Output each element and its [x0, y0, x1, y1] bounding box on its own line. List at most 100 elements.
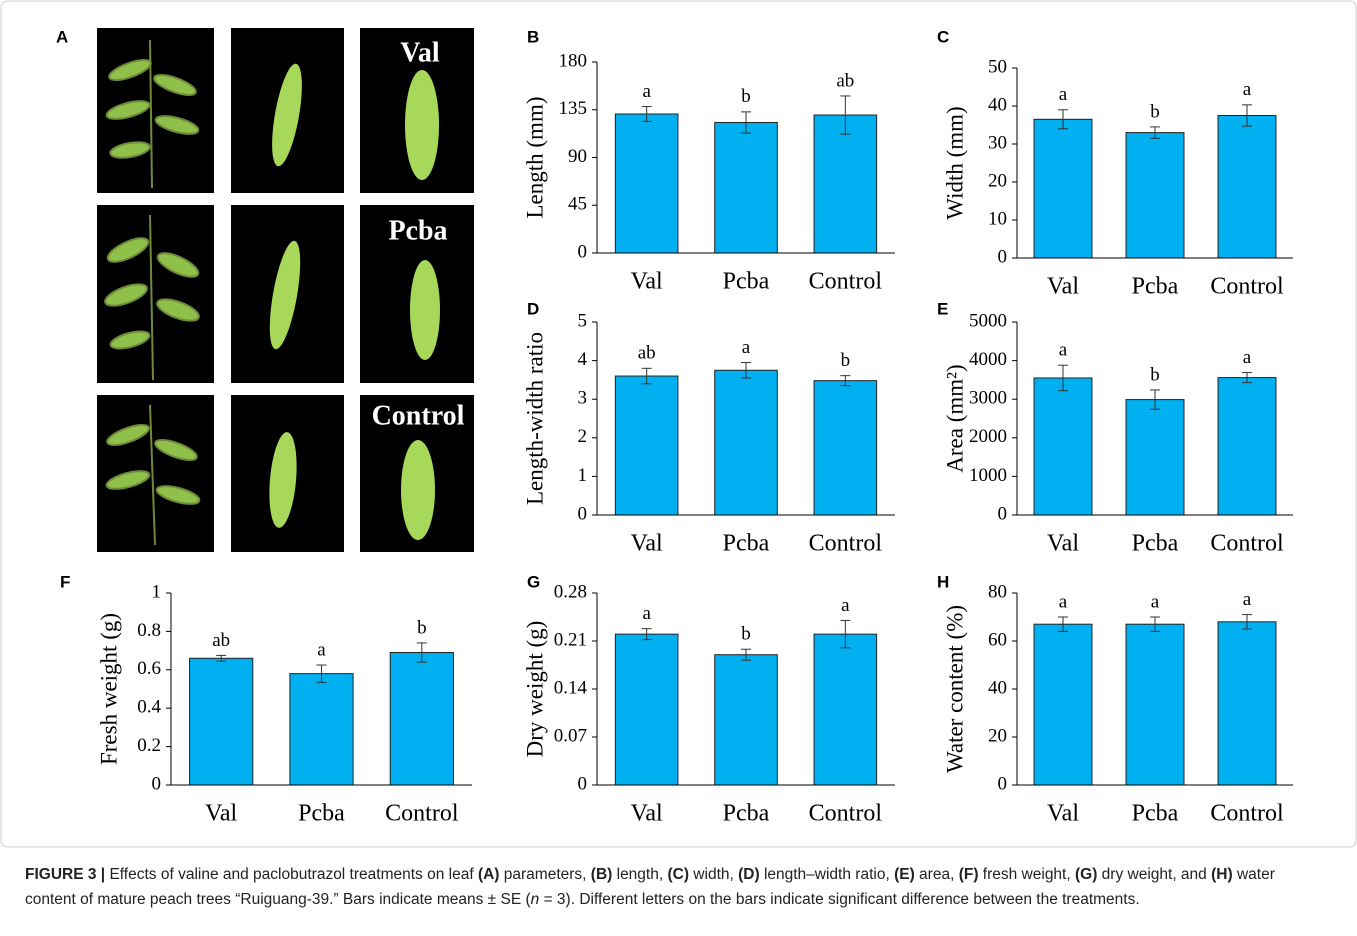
significance-letter: a — [1243, 589, 1252, 610]
significance-letter: a — [1059, 84, 1068, 105]
caption-run: n — [530, 891, 540, 908]
x-tick-label: Val — [205, 801, 237, 827]
y-tick-label: 5000 — [969, 310, 1007, 331]
bar — [1033, 623, 1093, 786]
x-tick-label: Pcba — [723, 801, 770, 827]
significance-letter: a — [642, 81, 651, 102]
y-tick-label: 4000 — [969, 349, 1007, 370]
significance-letter: ab — [638, 343, 656, 364]
caption-run: dry weight, and — [1097, 866, 1212, 883]
y-tick-label: 0 — [152, 773, 162, 794]
y-tick-label: 30 — [988, 132, 1007, 153]
panel-label: F — [60, 572, 70, 591]
significance-letter: a — [317, 639, 326, 660]
x-tick-label: Val — [631, 531, 663, 557]
caption-run: (A) — [477, 866, 500, 883]
y-tick-label: 0.8 — [137, 620, 161, 641]
photo-grid — [97, 28, 474, 552]
caption-run: parameters, — [499, 866, 591, 883]
bar — [813, 633, 878, 786]
caption-run: length, — [612, 866, 668, 883]
caption-run: (H) — [1211, 866, 1233, 883]
bar — [189, 657, 254, 786]
y-tick-label: 180 — [559, 50, 588, 71]
caption-run: (C) — [667, 866, 689, 883]
x-tick-label: Control — [385, 801, 459, 827]
y-tick-label: 135 — [559, 98, 588, 119]
bar — [289, 673, 354, 786]
bar — [614, 375, 679, 516]
y-tick-label: 0.07 — [554, 725, 587, 746]
caption-run: (B) — [590, 866, 613, 883]
bar — [714, 654, 778, 786]
x-tick-label: Val — [1047, 801, 1079, 827]
panel-label: A — [56, 27, 68, 46]
x-tick-label: Pcba — [723, 531, 770, 557]
y-tick-label: 1000 — [969, 465, 1007, 486]
y-tick-label: 50 — [988, 56, 1007, 77]
y-tick-label: 0 — [998, 773, 1008, 794]
y-axis-label: Fresh weight (g) — [96, 613, 121, 765]
y-tick-label: 0.14 — [554, 677, 588, 698]
panel-label: D — [527, 299, 539, 318]
y-tick-label: 80 — [988, 581, 1007, 602]
y-tick-label: 2000 — [969, 426, 1007, 447]
treatment-label: Control — [372, 400, 465, 431]
significance-letter: b — [841, 350, 851, 371]
x-tick-label: Val — [631, 269, 663, 295]
panel-label: H — [937, 572, 949, 591]
y-tick-label: 5 — [578, 310, 588, 331]
bar — [614, 633, 679, 786]
y-tick-label: 0.6 — [137, 658, 161, 679]
panel-label: C — [937, 27, 949, 46]
x-tick-label: Val — [1047, 531, 1079, 557]
caption-run: = 3). Different letters on the bars indi… — [539, 891, 1140, 908]
caption-run: (E) — [894, 866, 915, 883]
caption-run: width, — [689, 866, 739, 883]
figure: A — [0, 0, 1357, 848]
y-axis-label: Water content (%) — [942, 605, 967, 773]
bar — [1217, 621, 1277, 786]
caption-run: Effects of valine and paclobutrazol trea… — [105, 866, 478, 883]
y-tick-label: 20 — [988, 725, 1007, 746]
x-tick-label: Pcba — [298, 801, 345, 827]
y-tick-label: 1 — [152, 581, 162, 602]
bar — [714, 369, 778, 516]
photo — [97, 395, 214, 552]
significance-letter: b — [1150, 101, 1160, 122]
y-tick-label: 0 — [998, 503, 1008, 524]
caption-run: FIGURE 3 | — [25, 866, 106, 883]
x-tick-label: Pcba — [1132, 801, 1179, 827]
y-tick-label: 0.4 — [137, 697, 161, 718]
treatment-label: Pcba — [388, 215, 447, 246]
y-tick-label: 0.2 — [137, 735, 161, 756]
y-tick-label: 0.21 — [554, 629, 587, 650]
y-tick-label: 3000 — [969, 388, 1007, 409]
y-tick-label: 4 — [578, 349, 588, 370]
y-tick-label: 0 — [578, 503, 588, 524]
bar — [1125, 132, 1185, 259]
y-tick-label: 60 — [988, 629, 1007, 650]
bar — [1033, 118, 1093, 259]
x-tick-label: Pcba — [1132, 274, 1179, 300]
significance-letter: a — [1059, 591, 1068, 612]
x-tick-label: Pcba — [1132, 531, 1179, 557]
figure-border — [0, 0, 1357, 848]
y-axis-label: Width (mm) — [942, 106, 967, 219]
y-axis-label: Area (mm²) — [942, 364, 967, 472]
panel-label: B — [527, 27, 539, 46]
significance-letter: a — [1059, 340, 1068, 361]
figure-caption: FIGURE 3 | Effects of valine and paclobu… — [25, 862, 1325, 912]
significance-letter: b — [417, 617, 427, 638]
x-tick-label: Control — [1210, 531, 1284, 557]
significance-letter: b — [741, 86, 751, 107]
bar — [1125, 399, 1185, 516]
y-tick-label: 0 — [578, 773, 588, 794]
bar — [389, 652, 454, 786]
y-tick-label: 2 — [578, 426, 588, 447]
y-axis-label: Dry weight (g) — [522, 621, 547, 758]
significance-letter: a — [841, 595, 850, 616]
y-tick-label: 40 — [988, 94, 1007, 115]
y-tick-label: 90 — [568, 146, 587, 167]
